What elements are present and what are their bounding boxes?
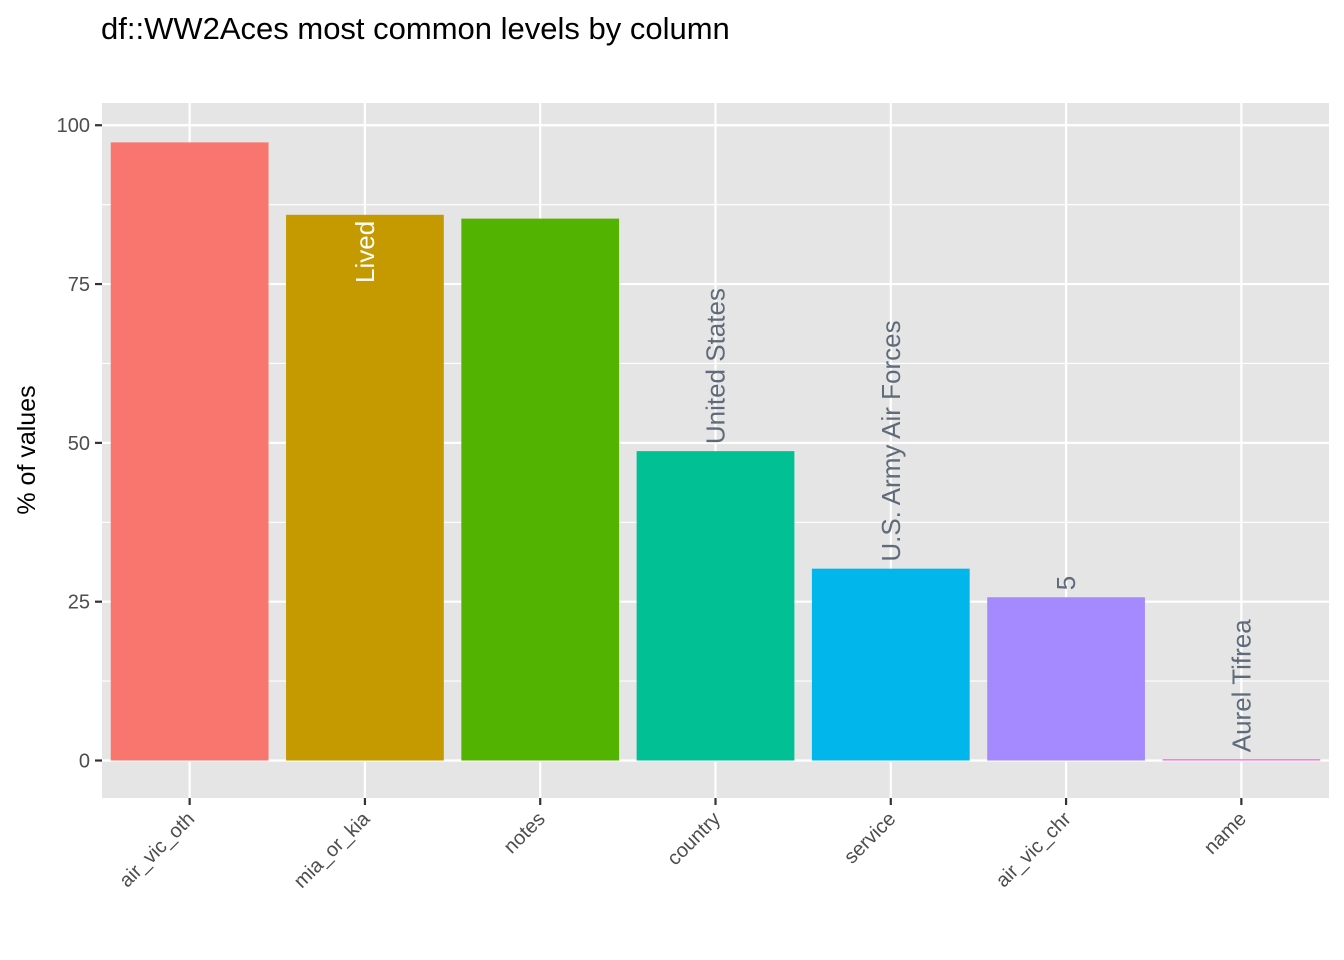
bar-label-name: Aurel Tifrea (1226, 619, 1256, 752)
bars (110, 142, 1321, 761)
bar-air_vic_chr (987, 597, 1145, 761)
y-axis-label: % of values (13, 385, 41, 514)
x-tick-label-notes: notes (500, 808, 550, 858)
y-tick-label: 75 (68, 274, 90, 296)
x-tick-label-name: name (1200, 808, 1251, 859)
x-tick-label-air_vic_oth: air_vic_oth (115, 808, 199, 892)
bar-name (1162, 759, 1321, 761)
bar-service (811, 568, 970, 761)
y-tick-label: 0 (79, 751, 90, 773)
bar-air_vic_oth (110, 142, 269, 761)
y-tick-label: 25 (68, 592, 90, 614)
x-axis: air_vic_oth mia_or_kia notes country service… (115, 798, 1251, 893)
y-tick-label: 100 (57, 115, 90, 137)
x-tick-label-mia_or_kia: mia_or_kia (290, 807, 375, 892)
bar-label-air_vic_chr: 5 (1051, 576, 1081, 590)
x-tick-label-country: country (663, 808, 725, 870)
x-tick-label-service: service (840, 808, 900, 868)
bar-mia_or_kia (286, 214, 444, 761)
bar-notes (461, 218, 620, 761)
bar-label-country: United States (701, 288, 731, 444)
y-tick-label: 50 (68, 433, 90, 455)
chart-title: df::WW2Aces most common levels by column (101, 11, 730, 46)
y-axis: 0 25 50 75 100 (57, 115, 102, 773)
bar-labels: Lived United States U.S. Army Air Forces 5 A… (350, 221, 1256, 752)
bar-label-mia_or_kia: Lived (350, 221, 380, 283)
bar-country (636, 451, 795, 761)
bar-label-service: U.S. Army Air Forces (876, 320, 906, 561)
x-tick-label-air_vic_chr: air_vic_chr (992, 808, 1076, 892)
